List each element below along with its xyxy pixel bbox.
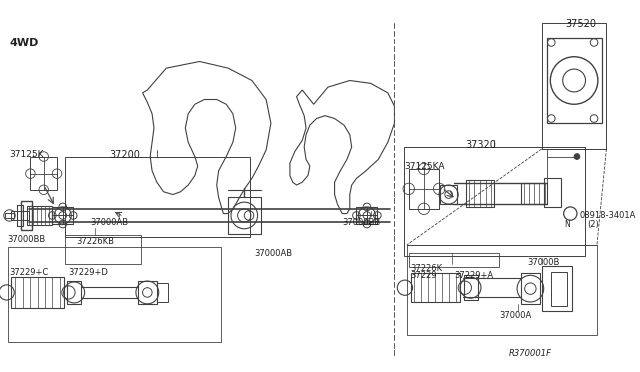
Bar [65,235,141,264]
Bar [27,206,52,225]
Bar [542,266,572,311]
Text: 37000A: 37000A [499,311,531,320]
Circle shape [574,154,580,159]
Bar [157,283,168,302]
Text: 08918-3401A: 08918-3401A [580,211,636,220]
Text: (2): (2) [588,220,599,229]
Text: 37000BB: 37000BB [8,235,46,244]
Text: 37320: 37320 [466,140,497,150]
Bar [409,169,439,209]
Text: 37000BB: 37000BB [342,218,380,227]
Text: 37125KA: 37125KA [404,162,444,171]
Bar [404,147,584,256]
Text: 37229+D: 37229+D [68,268,108,277]
Bar [466,180,494,207]
Text: 37000AB: 37000AB [90,218,129,227]
Bar [31,157,57,190]
Bar [67,281,81,304]
Bar [12,277,64,308]
Text: 37125K: 37125K [10,150,44,159]
Bar [521,183,547,204]
Bar [521,273,540,304]
Bar [542,23,607,149]
Text: 37226K: 37226K [411,264,443,273]
Bar [138,281,157,304]
Text: 37229: 37229 [411,270,437,280]
Bar [551,272,566,306]
Text: N: N [564,220,570,229]
Bar [356,207,378,224]
Text: 37229+C: 37229+C [10,268,49,277]
Bar [407,245,597,335]
Bar [65,157,250,237]
Text: 37000AB: 37000AB [255,249,293,258]
Bar [228,198,261,234]
Bar [547,38,602,123]
Text: R370001F: R370001F [509,349,552,359]
Bar [52,207,73,224]
Text: 37200: 37200 [109,150,140,160]
Bar [440,185,457,204]
Bar [411,273,460,302]
Bar [409,253,499,267]
Bar [12,211,29,220]
Bar [21,201,32,230]
Text: 37520: 37520 [566,19,596,29]
Bar [8,247,221,342]
Bar [17,205,23,226]
Text: 4WD: 4WD [10,38,39,48]
Text: 37000B: 37000B [527,258,560,267]
Text: 37229+A: 37229+A [454,270,493,280]
Bar [4,213,14,218]
Bar [464,275,478,300]
Text: 37226KB: 37226KB [76,237,114,246]
Bar [544,179,561,207]
